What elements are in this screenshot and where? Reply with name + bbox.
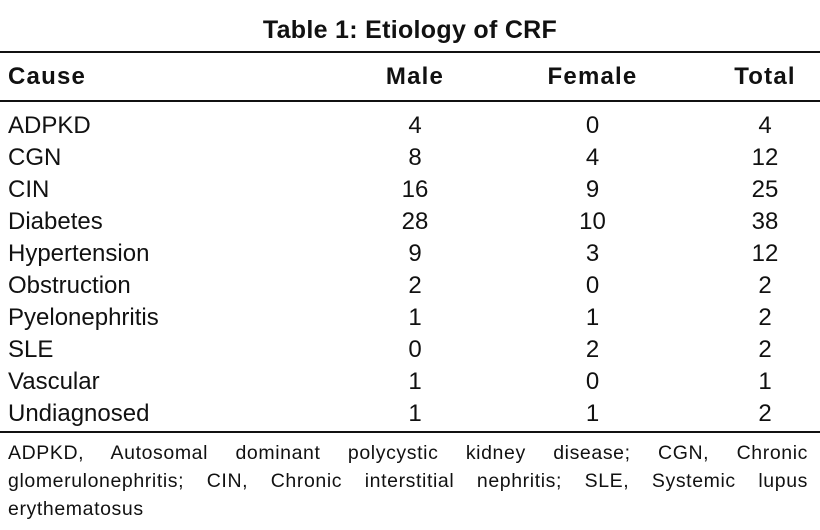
table-row: CGN 8 4 12	[0, 142, 820, 174]
cell-cause: CGN	[8, 144, 62, 171]
cell-total: 4	[758, 112, 772, 139]
cell-female: 0	[585, 272, 600, 299]
top-rule	[0, 51, 820, 53]
cell-total: 2	[758, 304, 772, 331]
cell-cause: Undiagnosed	[8, 400, 150, 427]
cell-cause: Diabetes	[8, 208, 103, 235]
table-row: Undiagnosed 1 1 2	[0, 398, 820, 430]
header-total: Total	[734, 63, 796, 90]
cell-total: 1	[758, 368, 772, 395]
table-body: ADPKD 4 0 4 CGN 8 4 12 CIN 16 9 25 Diabe…	[0, 110, 820, 430]
cell-male: 1	[408, 368, 422, 395]
cell-total: 25	[751, 176, 779, 203]
table-row: CIN 16 9 25	[0, 174, 820, 206]
table-row: Hypertension 9 3 12	[0, 238, 820, 270]
cell-total: 2	[758, 336, 772, 363]
table-header-row: Cause Male Female Total	[0, 57, 820, 97]
cell-female: 0	[585, 368, 600, 395]
cell-cause: SLE	[8, 336, 54, 363]
header-rule	[0, 100, 820, 102]
cell-male: 28	[401, 208, 429, 235]
table-row: Vascular 1 0 1	[0, 366, 820, 398]
header-male: Male	[385, 63, 445, 90]
cell-total: 12	[751, 240, 779, 267]
cell-cause: ADPKD	[8, 112, 91, 139]
bottom-rule	[0, 431, 820, 433]
cell-male: 9	[408, 240, 422, 267]
cell-male: 1	[408, 400, 422, 427]
cell-total: 2	[758, 400, 772, 427]
cell-female: 3	[585, 240, 600, 267]
cell-female: 2	[585, 336, 600, 363]
cell-male: 8	[408, 144, 422, 171]
header-cause: Cause	[8, 63, 87, 90]
cell-female: 4	[585, 144, 600, 171]
cell-cause: Obstruction	[8, 272, 131, 299]
header-female: Female	[547, 63, 638, 90]
table-row: ADPKD 4 0 4	[0, 110, 820, 142]
cell-male: 0	[408, 336, 422, 363]
cell-female: 1	[585, 304, 600, 331]
cell-cause: Pyelonephritis	[8, 304, 159, 331]
cell-total: 2	[758, 272, 772, 299]
table-footnote: ADPKD, Autosomal dominant polycystic kid…	[8, 442, 808, 520]
cell-total: 12	[751, 144, 779, 171]
cell-cause: Vascular	[8, 368, 100, 395]
cell-cause: CIN	[8, 176, 50, 203]
cell-male: 4	[408, 112, 422, 139]
table-title: Table 1: Etiology of CRF	[262, 16, 558, 44]
cell-female: 10	[579, 208, 606, 235]
table-row: Pyelonephritis 1 1 2	[0, 302, 820, 334]
cell-male: 2	[408, 272, 422, 299]
table-row: Obstruction 2 0 2	[0, 270, 820, 302]
cell-cause: Hypertension	[8, 240, 150, 267]
table-row: Diabetes 28 10 38	[0, 206, 820, 238]
cell-female: 1	[585, 400, 600, 427]
cell-female: 0	[585, 112, 600, 139]
cell-male: 1	[408, 304, 422, 331]
cell-total: 38	[751, 208, 779, 235]
cell-male: 16	[401, 176, 429, 203]
cell-female: 9	[585, 176, 600, 203]
table-row: SLE 0 2 2	[0, 334, 820, 366]
